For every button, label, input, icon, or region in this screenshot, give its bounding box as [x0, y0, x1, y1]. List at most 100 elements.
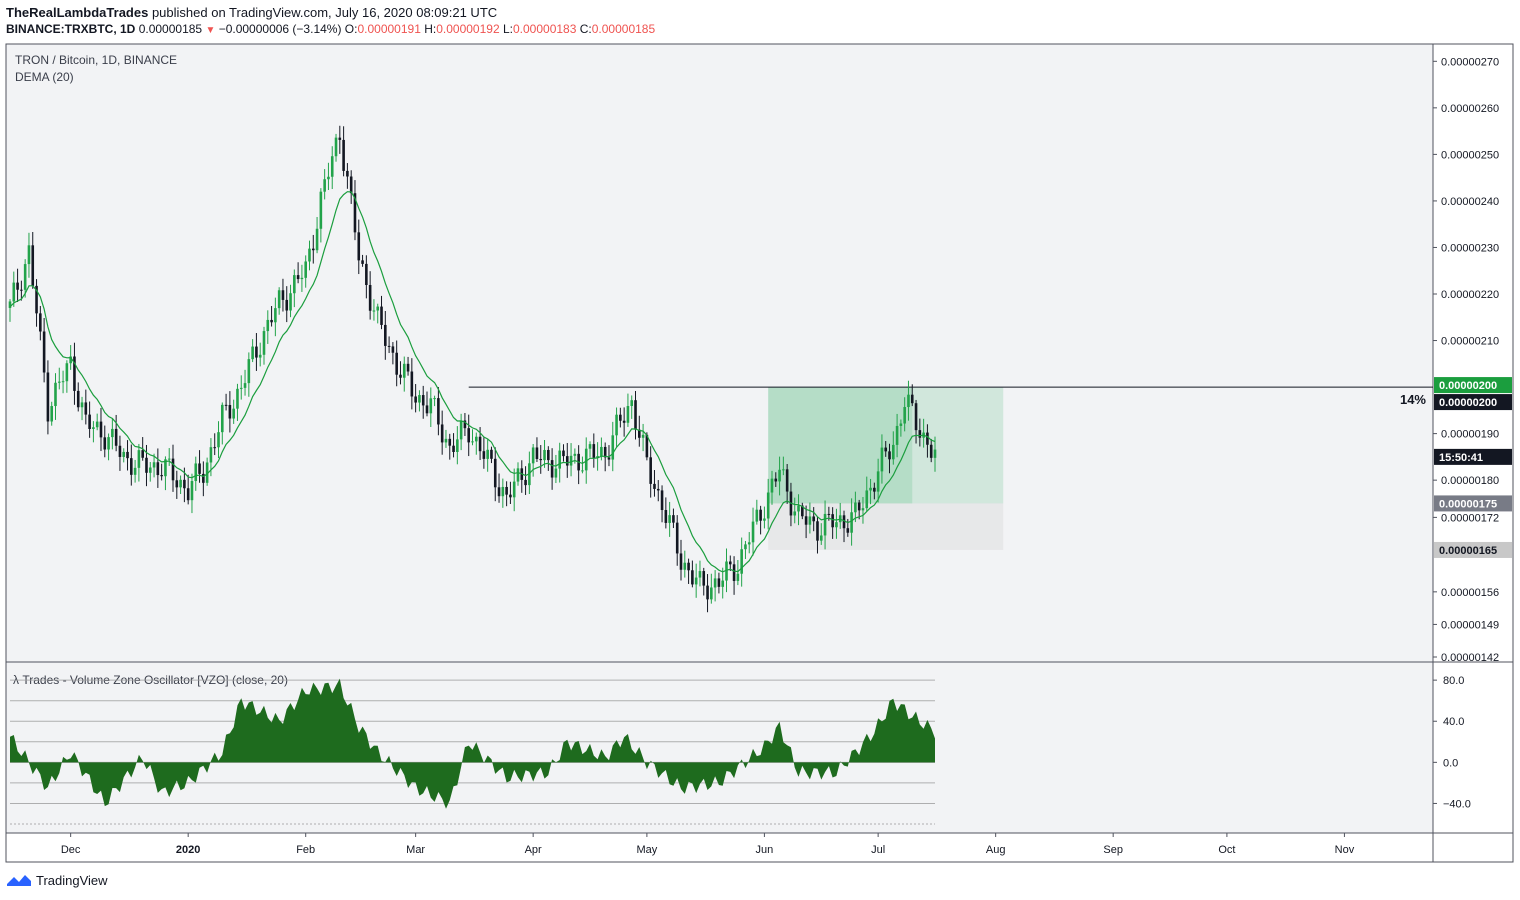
author-name[interactable]: TheRealLambdaTrades [6, 5, 149, 20]
symbol-ohlc: BINANCE:TRXBTC, 1D 0.00000185 ▼ −0.00000… [6, 22, 655, 36]
candle-up [330, 156, 334, 177]
candle-down [353, 193, 357, 233]
candle-down [76, 390, 80, 408]
candle-up [630, 400, 634, 407]
candle-down [338, 137, 342, 140]
price-tick-label: 0.00000240 [1441, 196, 1499, 208]
dema-line [9, 191, 936, 573]
candle-up [236, 388, 239, 409]
candle-up [861, 508, 865, 511]
candle-up [755, 509, 759, 522]
candle-down [99, 421, 103, 438]
candle-down [675, 522, 679, 554]
time-tick-label: Dec [61, 844, 81, 856]
candle-down [638, 429, 641, 438]
candle-up [581, 470, 584, 472]
candle-up [164, 459, 167, 477]
candle-down [16, 282, 19, 290]
candle-up [933, 449, 937, 458]
candle-up [471, 441, 474, 443]
candle-down [914, 403, 918, 431]
percent-label: 14% [1400, 392, 1426, 407]
candle-up [782, 469, 785, 471]
candle-up [486, 449, 489, 459]
candle-up [793, 511, 797, 516]
candle-up [27, 245, 31, 265]
candle-down [801, 505, 804, 517]
candle-down [311, 248, 315, 251]
price-tick-label: 0.00000250 [1441, 149, 1499, 161]
candle-down [490, 449, 493, 459]
candle-up [133, 467, 137, 475]
candle-down [228, 404, 232, 419]
candle-down [42, 331, 46, 373]
publish-info: TheRealLambdaTrades published on Trading… [6, 5, 497, 20]
candle-down [281, 290, 285, 300]
candle-down [84, 402, 88, 415]
candle-up [334, 137, 338, 157]
high-label: H: [424, 22, 437, 36]
candle-down [634, 400, 637, 430]
candle-up [194, 463, 198, 482]
candle-down [440, 424, 444, 443]
time-tick-label: Mar [406, 844, 425, 856]
symbol-label: BINANCE:TRXBTC, 1D [6, 22, 136, 36]
price-tick-label: 0.00000260 [1441, 103, 1499, 115]
candle-down [857, 502, 861, 511]
candle-down [497, 487, 501, 497]
candle-up [600, 446, 603, 457]
price-tick-label: 0.00000230 [1441, 242, 1499, 254]
candle-down [346, 170, 349, 177]
time-tick-label: Apr [525, 844, 542, 856]
candle-up [327, 176, 330, 180]
candle-up [209, 447, 213, 463]
candle-down [160, 475, 163, 477]
candle-up [137, 450, 141, 468]
candle-down [156, 462, 160, 476]
candle-up [569, 455, 573, 466]
candle-down [410, 371, 414, 397]
candle-up [573, 453, 577, 456]
candle-up [683, 562, 687, 570]
candle-down [463, 420, 467, 429]
candle-down [702, 571, 706, 586]
candle-down [349, 176, 353, 194]
osc-tick-label: 40.0 [1443, 716, 1464, 728]
candle-down [547, 449, 550, 461]
candle-down [31, 245, 35, 286]
candle-down [619, 414, 622, 421]
candle-down [482, 451, 486, 459]
candle-up [300, 277, 304, 280]
candle-down [368, 284, 372, 311]
close-label: C: [579, 22, 592, 36]
candle-up [903, 407, 906, 424]
candle-up [823, 513, 827, 536]
candle-up [61, 381, 65, 383]
candle-down [759, 509, 762, 521]
price-tick-label: 0.00000190 [1441, 429, 1499, 441]
candle-down [141, 450, 144, 458]
candle-down [35, 285, 38, 314]
candle-up [543, 449, 546, 461]
open-label: O: [344, 22, 358, 36]
candle-down [437, 398, 440, 425]
candle-up [558, 450, 561, 469]
candle-down [175, 480, 179, 488]
time-tick-label: May [636, 844, 657, 856]
candle-down [831, 514, 834, 528]
candle-down [73, 356, 76, 391]
candle-up [444, 438, 448, 443]
candle-down [535, 447, 539, 459]
candle-up [641, 434, 645, 438]
profit-zone-filled [768, 387, 913, 504]
candle-down [728, 561, 732, 565]
candle-down [406, 363, 410, 372]
candle-up [459, 420, 463, 440]
open-value: 0.00000191 [357, 22, 421, 36]
candle-down [706, 585, 709, 600]
candle-down [171, 458, 175, 481]
price-tick-label: 0.00000172 [1441, 512, 1499, 524]
candle-up [80, 402, 84, 408]
tradingview-footer[interactable]: TradingView [6, 872, 108, 888]
